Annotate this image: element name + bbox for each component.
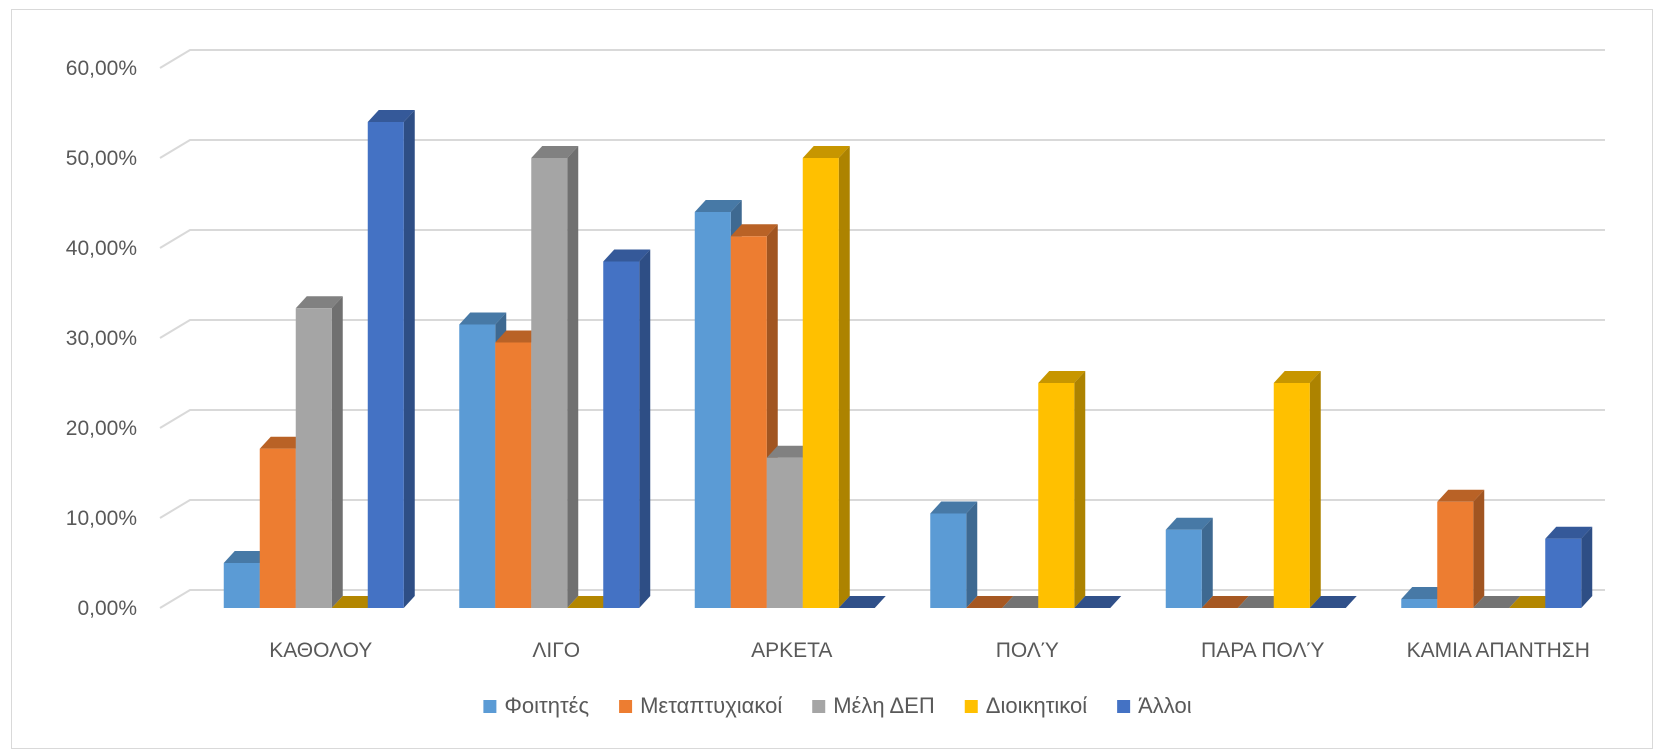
legend-label: Φοιτητές bbox=[504, 693, 589, 718]
bar bbox=[1038, 371, 1086, 608]
y-tick-label: 30,00% bbox=[66, 327, 137, 350]
gridline bbox=[159, 499, 1605, 519]
legend-label: Διοικητικοί bbox=[986, 693, 1087, 718]
y-tick-label: 40,00% bbox=[66, 237, 137, 260]
category-label: ΠΟΛΎ bbox=[996, 639, 1059, 662]
gridlines bbox=[159, 49, 1605, 609]
legend-label: Άλλοι bbox=[1138, 693, 1192, 718]
bar bbox=[1002, 596, 1050, 608]
y-axis-tick-labels: 0,00% 10,00% 20,00% 30,00% 40,00% 50,00% 60,00… bbox=[66, 57, 137, 620]
bar bbox=[1509, 596, 1557, 608]
category-label: ΠΑΡΑ ΠΟΛΎ bbox=[1201, 639, 1324, 662]
legend-swatch bbox=[1117, 700, 1131, 713]
bar bbox=[1309, 596, 1357, 608]
bar bbox=[1473, 596, 1521, 608]
bar bbox=[1545, 526, 1593, 608]
legend-swatch bbox=[619, 700, 633, 713]
bar bbox=[1165, 517, 1213, 608]
bar bbox=[1237, 596, 1285, 608]
legend-swatch bbox=[964, 700, 978, 713]
legend-label: Μέλη ΔΕΠ bbox=[833, 693, 935, 718]
bar bbox=[1201, 596, 1249, 608]
bar bbox=[367, 110, 415, 608]
legend-swatch bbox=[483, 700, 497, 713]
category-label: ΛΙΓΟ bbox=[532, 639, 580, 662]
bars bbox=[223, 110, 1593, 609]
bar bbox=[802, 146, 850, 608]
y-tick-label: 20,00% bbox=[66, 417, 137, 440]
legend: Φοιτητές Μεταπτυχιακοί Μέλη ΔΕΠ Διοικητικοί… bbox=[483, 693, 1192, 718]
y-tick-label: 10,00% bbox=[66, 507, 137, 530]
bar bbox=[603, 249, 651, 608]
bar bbox=[567, 596, 615, 608]
category-label: ΚΑΜΙΑ ΑΠΑΝΤΗΣΗ bbox=[1407, 639, 1590, 662]
gridline bbox=[159, 229, 1605, 249]
bar bbox=[331, 596, 379, 608]
gridline bbox=[159, 319, 1605, 339]
bar bbox=[966, 596, 1014, 608]
bar bbox=[295, 296, 343, 608]
gridline bbox=[159, 49, 1605, 69]
category-label: ΑΡΚΕΤΑ bbox=[751, 639, 832, 662]
gridline bbox=[159, 139, 1605, 159]
gridline bbox=[159, 409, 1605, 429]
legend-label: Μεταπτυχιακοί bbox=[640, 693, 782, 718]
bar bbox=[1437, 489, 1485, 608]
bar bbox=[930, 501, 978, 608]
y-tick-label: 60,00% bbox=[66, 57, 137, 80]
bar bbox=[1074, 596, 1122, 608]
y-tick-label: 0,00% bbox=[77, 597, 137, 620]
legend-swatch bbox=[812, 700, 826, 713]
gridline bbox=[159, 589, 1605, 609]
bar bbox=[1273, 371, 1321, 608]
bar bbox=[838, 596, 886, 608]
category-label: ΚΑΘΟΛΟΥ bbox=[269, 639, 372, 662]
x-axis-category-labels: ΚΑΘΟΛΟΥ ΛΙΓΟ ΑΡΚΕΤΑ ΠΟΛΎ ΠΑΡΑ ΠΟΛΎ ΚΑΜΙΑ ΑΠΑΝ… bbox=[269, 639, 1590, 662]
y-tick-label: 50,00% bbox=[66, 147, 137, 170]
bar bbox=[531, 146, 579, 608]
